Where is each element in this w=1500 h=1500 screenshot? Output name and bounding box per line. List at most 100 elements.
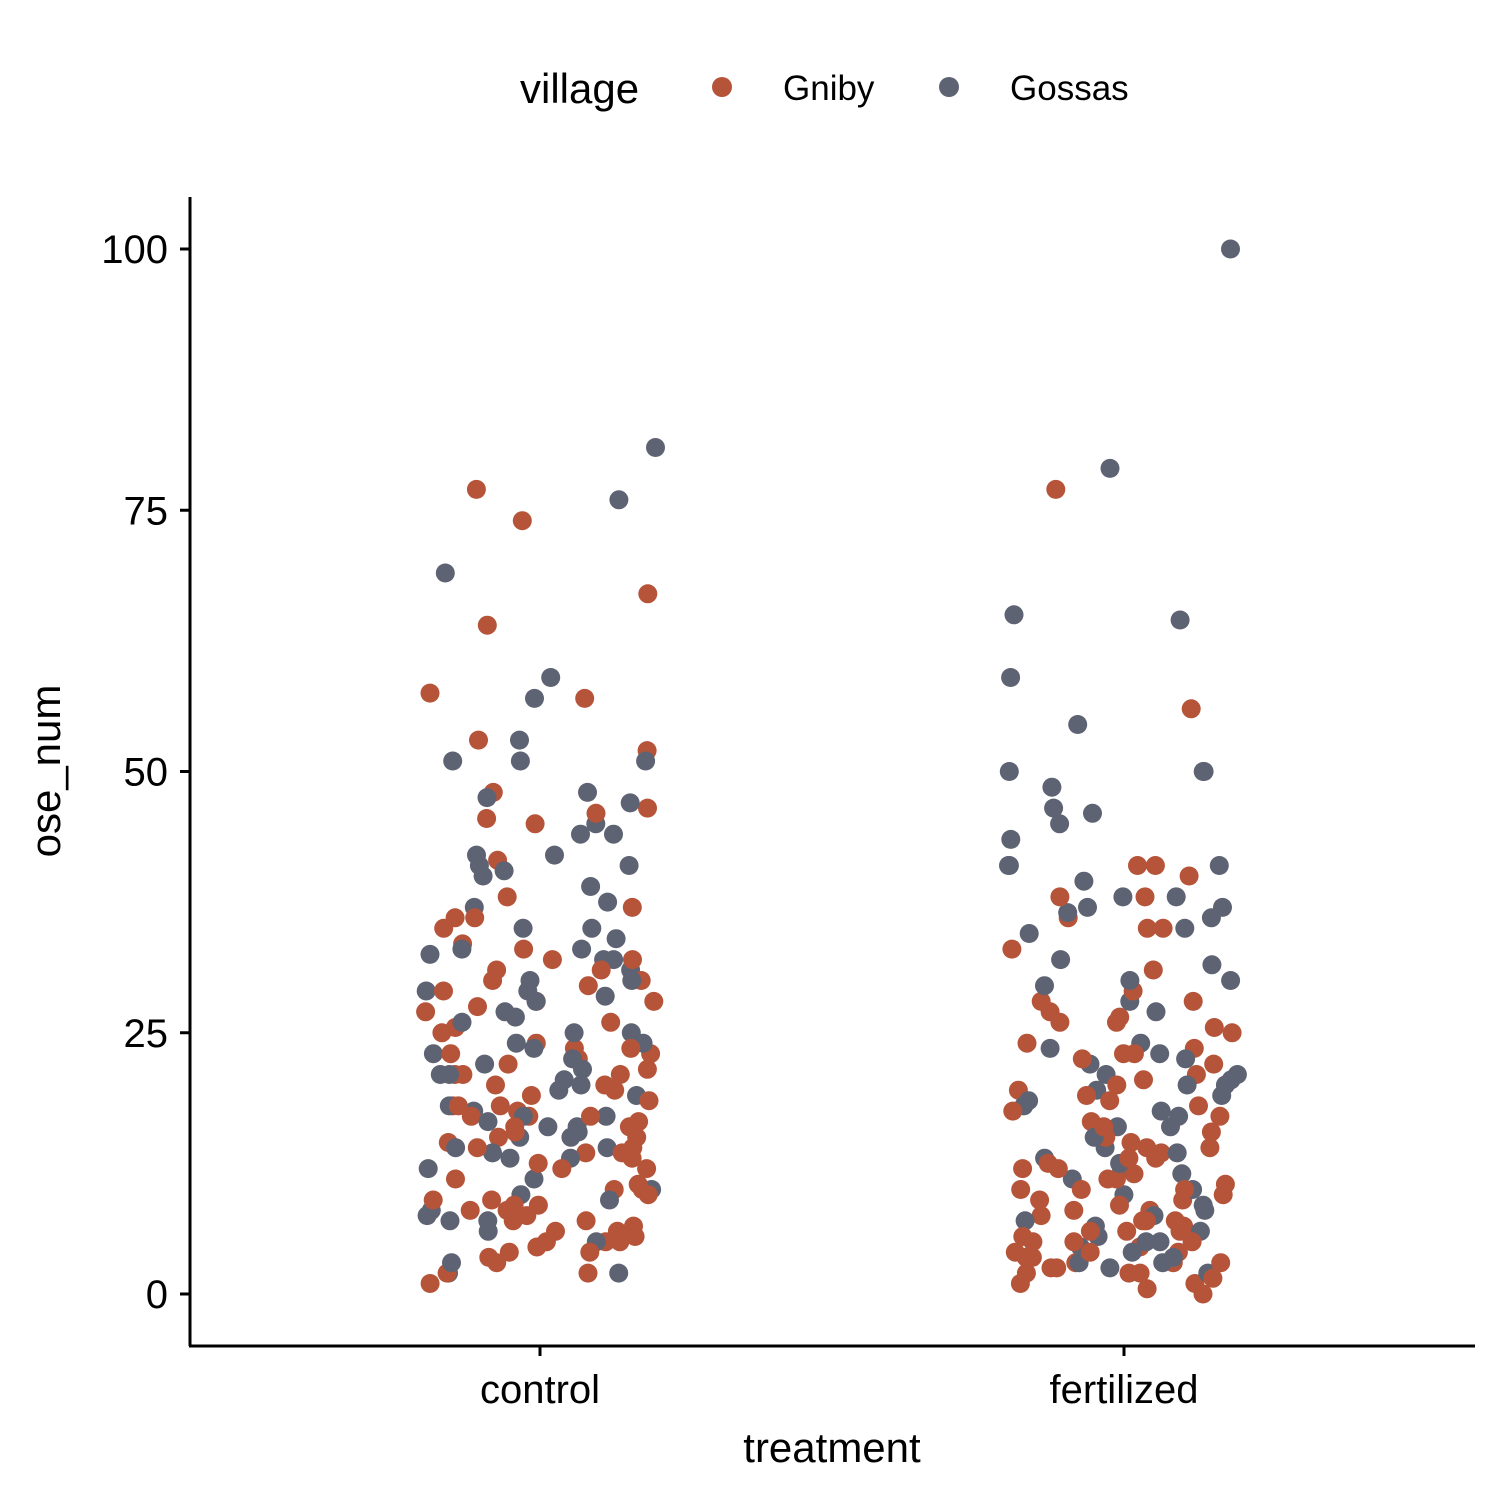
y-tick-label: 25 [124,1012,169,1056]
data-point-gossas [596,1106,616,1126]
data-point-gniby [465,908,485,928]
data-point-gossas [510,751,530,771]
data-point-gniby [486,1075,505,1095]
legend-key-gossas [939,77,959,97]
data-point-gniby [580,1242,600,1262]
data-point-gossas [567,1117,587,1137]
data-point-gniby [576,1211,596,1231]
data-point-gossas [1172,1164,1192,1184]
data-point-gossas [1074,871,1094,891]
data-point-gossas [1019,1091,1039,1111]
data-point-gniby [1064,1232,1084,1252]
data-point-gniby [542,950,562,970]
data-point-gossas [595,986,615,1006]
data-point-gossas [510,730,529,750]
legend-label-gossas: Gossas [1010,69,1129,108]
data-point-gniby [1077,1086,1096,1105]
data-point-gossas [1194,762,1214,781]
data-point-gossas [1177,1075,1197,1095]
data-point-gniby [1128,856,1147,875]
data-point-gniby [420,1274,440,1293]
data-point-gniby [1016,1247,1036,1267]
data-point-gniby [1050,887,1070,907]
data-point-gniby [1110,1195,1129,1215]
data-point-gniby [595,1075,615,1095]
data-point-gossas [1100,458,1120,478]
data-point-gossas [1212,1086,1232,1105]
data-point-gniby [467,1138,487,1158]
data-point-gniby [1071,1180,1091,1199]
data-point-gossas [573,1059,592,1079]
data-point-gniby [1153,918,1173,938]
data-point-gossas [494,861,514,881]
legend-label-gniby: Gniby [783,69,875,108]
data-point-gossas [1051,950,1071,970]
data-point-gossas [581,877,601,896]
data-point-gniby [638,798,657,818]
data-point-gossas [443,751,463,771]
data-point-gniby [1175,1180,1195,1199]
data-point-gossas [1221,971,1241,990]
data-point-gossas [1227,1065,1247,1084]
data-point-gniby [1002,939,1022,959]
data-point-gossas [1176,1049,1196,1069]
data-point-gossas [1040,1038,1060,1058]
data-point-gniby [1050,1012,1070,1032]
data-point-gniby [578,976,598,996]
data-point-gossas [478,1112,498,1132]
data-point-gossas [469,856,489,875]
data-point-gossas [1169,1106,1189,1126]
data-point-gossas [564,1023,584,1043]
data-point-gossas [1163,1247,1183,1267]
data-point-gniby [624,1216,643,1236]
data-point-gniby [1203,1268,1223,1288]
data-point-gniby [1046,479,1066,499]
data-point-gossas [609,1263,629,1283]
data-point-gossas [545,845,564,865]
data-point-gniby [1143,960,1163,980]
data-point-gossas [571,1075,591,1095]
data-point-gossas [622,971,642,990]
data-point-gossas [609,490,629,510]
data-point-gniby [1137,918,1157,938]
data-point-gossas [1136,1232,1156,1252]
data-point-gniby [536,1232,556,1252]
data-point-gniby [479,1247,499,1267]
data-point-gniby [1211,1253,1231,1273]
data-point-gniby [1013,1159,1033,1179]
data-point-gniby [497,887,517,907]
y-tick-label: 0 [146,1273,168,1317]
data-point-gniby [1124,1164,1144,1184]
data-point-gniby [1080,1242,1100,1262]
data-point-gniby [1210,1106,1230,1126]
data-point-gniby [466,479,486,499]
data-point-gossas [554,1070,574,1090]
data-point-gniby [528,1153,548,1173]
data-point-gossas [423,1044,443,1064]
data-point-gniby [1200,1138,1220,1158]
data-point-gossas [606,929,626,949]
data-point-gniby [1134,1070,1153,1090]
data-point-gossas [538,1117,558,1137]
data-point-gniby [445,908,465,928]
data-point-gossas [999,762,1019,781]
data-point-gniby [489,1127,508,1147]
data-point-gossas [600,1190,619,1210]
data-point-gossas [1019,924,1039,943]
x-ticks: control fertilized [480,1346,1198,1412]
data-point-gossas [1044,798,1064,818]
data-point-gossas [1068,715,1088,734]
data-point-gniby [621,1038,641,1058]
data-point-gossas [582,918,602,938]
legend-title: village [520,65,639,112]
data-point-gossas [1221,239,1240,259]
data-point-gossas [1150,1232,1170,1252]
data-point-gniby [514,939,534,959]
data-point-gniby [591,960,611,980]
data-point-gniby [469,730,488,750]
data-point-gossas [452,1012,472,1032]
data-point-gniby [468,997,487,1017]
data-point-gniby [1165,1211,1185,1231]
data-point-gossas [1151,1101,1171,1121]
data-point-gniby [423,1190,443,1210]
